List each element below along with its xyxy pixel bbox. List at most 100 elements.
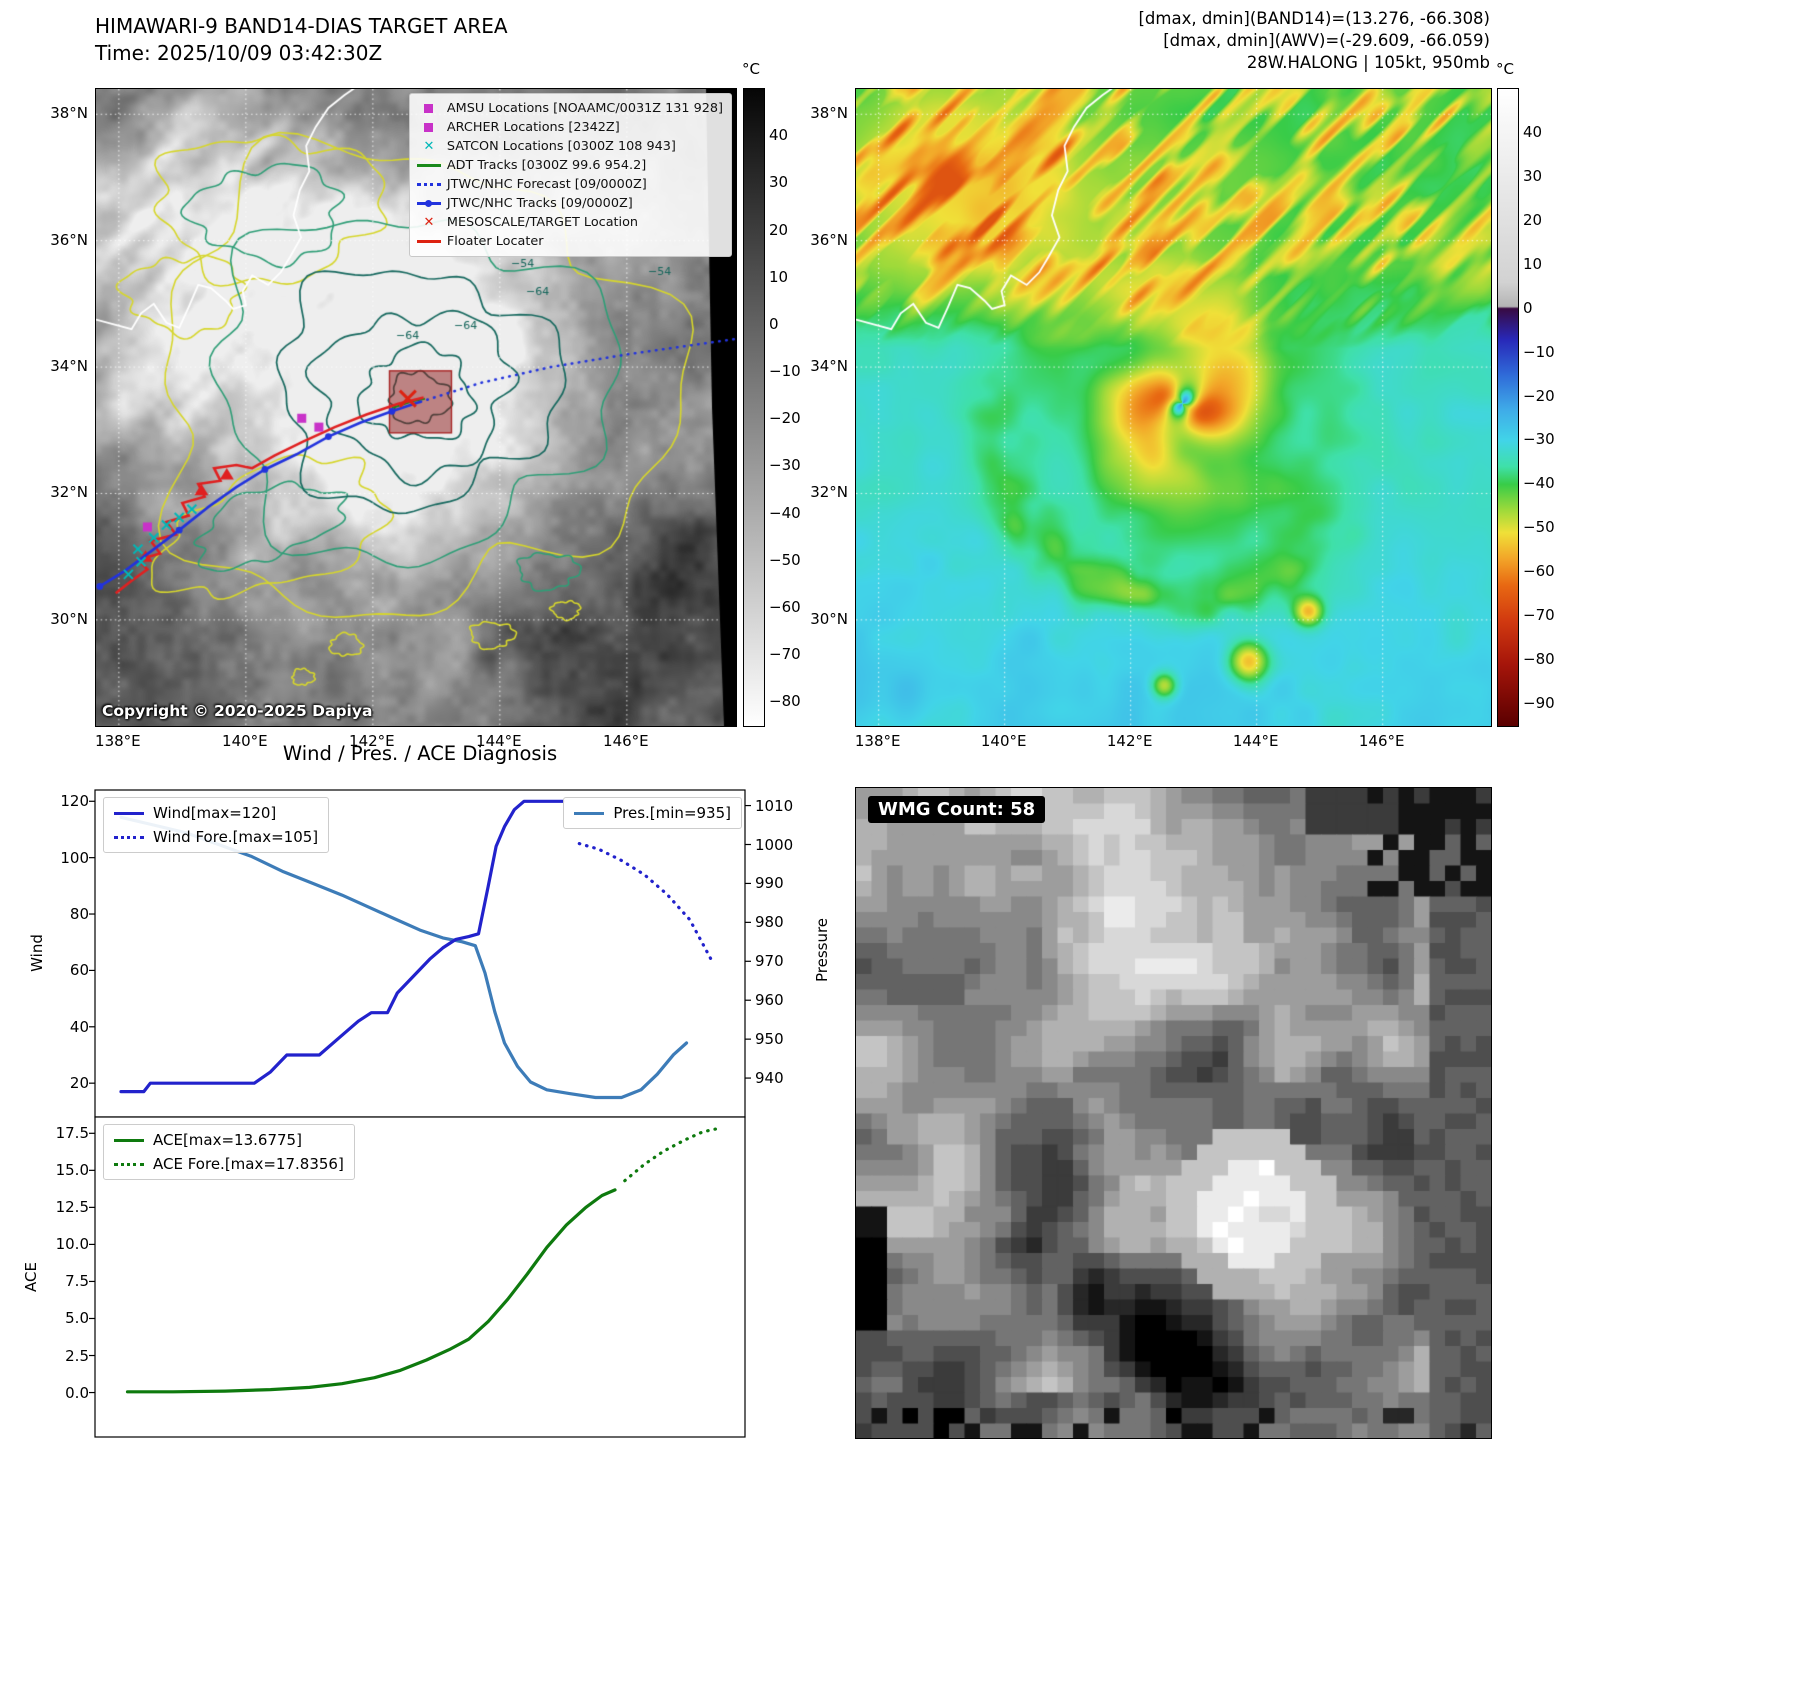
lat-tick-label: 34°N — [50, 357, 88, 376]
chart-legend-item: ACE Fore.[max=17.8356] — [114, 1155, 344, 1173]
colorbar-tick-label: −70 — [769, 645, 801, 664]
chart-ytick-label: 0.0 — [65, 1383, 89, 1402]
colorbar-tick-label: −80 — [1523, 650, 1555, 669]
chart-ytick-right-label: 1010 — [755, 796, 794, 815]
chart-legend-item: Pres.[min=935] — [574, 804, 731, 822]
lat-tick-label: 30°N — [50, 609, 88, 628]
band14-map-legend: AMSU Locations [NOAAMC/0031Z 131 928] ARC… — [408, 93, 732, 257]
legend-item-label: ARCHER Locations [2342Z] — [446, 120, 620, 135]
track-line-dot-icon — [416, 194, 441, 213]
awv-header-line: [dmax, dmin](BAND14)=(13.276, -66.308) — [1138, 9, 1490, 28]
chart-ytick-label: 5.0 — [65, 1309, 89, 1328]
chart-ytick-label: 17.5 — [55, 1124, 89, 1143]
legend-item-label: AMSU Locations [NOAAMC/0031Z 131 928] — [446, 101, 723, 116]
adt-line-icon — [416, 156, 441, 175]
chart-ytick-label: 120 — [60, 792, 89, 811]
floater-line-icon — [416, 232, 441, 251]
chart-ytick-right-label: 940 — [755, 1069, 784, 1088]
chart-ytick-right-label: 970 — [755, 952, 784, 971]
lat-tick-label: 36°N — [810, 230, 848, 249]
chart-legend-label: Wind[max=120] — [153, 804, 277, 822]
colorbar-tick-label: −10 — [1523, 342, 1555, 361]
chart-legend-sample-icon — [574, 811, 605, 815]
chart-ytick-label: 2.5 — [65, 1346, 89, 1365]
chart-legend-label: ACE Fore.[max=17.8356] — [153, 1155, 344, 1173]
chart-ytick-right-label: 960 — [755, 991, 784, 1010]
chart-legend-item: Wind[max=120] — [114, 804, 318, 822]
legend-item-label: JTWC/NHC Tracks [09/0000Z] — [446, 196, 633, 211]
colorbar-tick-label: 40 — [1523, 122, 1543, 141]
archer-square-icon — [417, 118, 441, 137]
colorbar-tick-label: −60 — [769, 598, 801, 617]
target-x-icon: ✕ — [423, 215, 435, 230]
lat-tick-label: 32°N — [810, 483, 848, 502]
chart-ytick-right-label: 980 — [755, 913, 784, 932]
lat-tick-label: 38°N — [50, 104, 88, 123]
colorbar-tick-label: −50 — [1523, 518, 1555, 537]
awv-colorbar — [1497, 88, 1519, 727]
colorbar-tick-label: 0 — [1523, 298, 1533, 317]
chart-legend-sample-icon — [114, 1138, 144, 1142]
wmg-count-label: WMG Count: 58 — [868, 796, 1046, 823]
band14-map: AMSU Locations [NOAAMC/0031Z 131 928] ARC… — [95, 88, 737, 727]
amsu-square-icon — [417, 99, 441, 118]
colorbar-tick-label: 0 — [769, 314, 779, 333]
lat-tick-label: 34°N — [810, 357, 848, 376]
colorbar-tick-label: −40 — [1523, 474, 1555, 493]
colorbar-tick-label: −60 — [1523, 562, 1555, 581]
chart-ytick-label: 12.5 — [55, 1198, 89, 1217]
chart-ytick-right-label: 950 — [755, 1030, 784, 1049]
awv-header-line: 28W.HALONG | 105kt, 950mb — [1246, 53, 1490, 72]
chart-legend-item: ACE[max=13.6775] — [114, 1131, 344, 1149]
legend-item: JTWC/NHC Forecast [09/0000Z] — [416, 175, 723, 194]
colorbar-tick-label: 30 — [769, 173, 789, 192]
colorbar-tick-label: −40 — [769, 503, 801, 522]
colorbar-tick-label: −90 — [1523, 694, 1555, 713]
colorbar-tick-label: −80 — [769, 692, 801, 711]
legend-item: ADT Tracks [0300Z 99.6 954.2] — [416, 156, 723, 175]
chart-legend-item: Wind Fore.[max=105] — [114, 828, 318, 846]
forecast-dotted-icon — [416, 175, 441, 194]
colorbar-tick-label: 10 — [1523, 254, 1543, 273]
legend-item: JTWC/NHC Tracks [09/0000Z] — [416, 194, 723, 213]
chart-ytick-label: 20 — [69, 1074, 89, 1093]
ace-axis-label: ACE — [22, 1262, 40, 1292]
legend-item: Floater Locater — [416, 232, 723, 251]
wmg-panel: WMG Count: 58 — [855, 787, 1492, 1439]
lon-tick-label: 138°E — [854, 732, 901, 750]
lon-tick-label: 144°E — [1232, 732, 1279, 750]
lon-tick-label: 138°E — [95, 732, 141, 750]
awv-colorbar-unit: °C — [1496, 60, 1514, 78]
colorbar-tick-label: −30 — [769, 456, 801, 475]
chart-ytick-label: 15.0 — [55, 1161, 89, 1180]
charts-title: Wind / Pres. / ACE Diagnosis — [282, 742, 558, 765]
chart-legend-sample-icon — [114, 1162, 144, 1166]
legend-item: ✕ SATCON Locations [0300Z 108 943] — [417, 137, 723, 156]
colorbar-tick-label: 20 — [769, 220, 789, 239]
colorbar-tick-label: −30 — [1523, 430, 1555, 449]
colorbar-tick-label: −10 — [769, 362, 801, 381]
lon-tick-label: 140°E — [980, 732, 1027, 750]
colorbar-tick-label: 20 — [1523, 210, 1543, 229]
chart-ytick-label: 40 — [69, 1017, 89, 1036]
legend-item: AMSU Locations [NOAAMC/0031Z 131 928] — [417, 99, 723, 118]
chart-legend-label: Pres.[min=935] — [613, 804, 731, 822]
chart-ytick-label: 10.0 — [55, 1235, 89, 1254]
legend-item: ARCHER Locations [2342Z] — [417, 118, 723, 137]
legend-item: ✕ MESOSCALE/TARGET Location — [417, 213, 723, 232]
lon-tick-label: 142°E — [349, 732, 395, 750]
chart-ytick-label: 100 — [60, 848, 89, 867]
pressure-axis-label: Pressure — [813, 917, 831, 983]
colorbar-tick-label: 40 — [769, 126, 789, 145]
lat-tick-label: 38°N — [810, 104, 848, 123]
wind-legend: Wind[max=120] Wind Fore.[max=105] — [103, 797, 330, 853]
band14-time-label: Time: 2025/10/09 03:42:30Z — [95, 41, 383, 65]
band14-title: HIMAWARI-9 BAND14-DIAS TARGET AREA — [95, 14, 508, 38]
chart-legend-sample-icon — [114, 811, 144, 815]
colorbar-tick-label: −20 — [769, 409, 801, 428]
awv-map — [855, 88, 1492, 727]
chart-legend-label: Wind Fore.[max=105] — [153, 828, 319, 846]
colorbar-tick-label: −20 — [1523, 386, 1555, 405]
colorbar-tick-label: −70 — [1523, 606, 1555, 625]
ace-legend: ACE[max=13.6775] ACE Fore.[max=17.8356] — [103, 1124, 355, 1180]
